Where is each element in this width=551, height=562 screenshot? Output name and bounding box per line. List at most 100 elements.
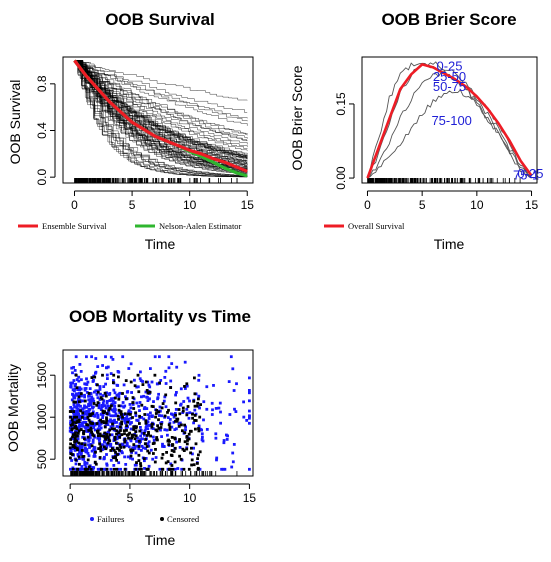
censored-point (174, 419, 177, 423)
censored-point (161, 453, 165, 456)
censored-point (116, 447, 120, 451)
censored-point (69, 438, 73, 441)
failure-point (93, 413, 96, 417)
censored-point (187, 437, 191, 441)
failure-point (147, 444, 151, 448)
mortality-x-tick-label: 15 (243, 491, 257, 505)
censored-point (99, 434, 103, 438)
censored-point (107, 438, 111, 442)
censored-point (82, 432, 86, 436)
failure-point (170, 425, 174, 429)
failure-point (185, 407, 189, 411)
mortality-ticks: 0 5 10 15 500 1000 1500 (35, 362, 256, 505)
survival-individual-curve (74, 60, 248, 122)
failure-point (88, 445, 92, 448)
failure-point (103, 440, 106, 444)
failure-point (98, 467, 101, 471)
failure-point (99, 426, 103, 430)
censored-point (138, 429, 142, 433)
censored-point (100, 420, 104, 424)
survival-individual-curve (74, 60, 248, 155)
mortality-x-label: Time (145, 532, 176, 548)
failure-point (91, 467, 95, 471)
censored-point (194, 419, 198, 422)
failure-point (86, 410, 90, 413)
failure-point (88, 401, 92, 405)
censored-point (168, 425, 172, 429)
censored-point (118, 435, 122, 439)
failure-point (118, 422, 122, 426)
failure-point (78, 444, 82, 448)
censored-point (74, 431, 77, 435)
survival-individual-curve (74, 60, 248, 172)
failure-point (87, 404, 90, 408)
censored-point (72, 400, 76, 404)
survival-individual-curve (74, 60, 248, 158)
censored-point (113, 435, 117, 439)
censored-point (81, 455, 85, 459)
censored-point (93, 460, 97, 464)
failure-point (191, 452, 194, 456)
overall-survival-line (366, 63, 533, 179)
failure-point (77, 392, 81, 395)
censored-point (130, 436, 133, 440)
censored-point (168, 440, 171, 443)
censored-point (75, 386, 79, 390)
failure-point (90, 355, 93, 359)
censored-point (132, 443, 136, 446)
survival-individual-curve (74, 60, 248, 157)
censored-point (127, 436, 130, 440)
failure-point (108, 393, 111, 396)
failure-point (83, 393, 86, 397)
censored-point (185, 382, 189, 386)
censored-point (133, 384, 137, 388)
failure-point (146, 413, 150, 417)
failure-point (201, 435, 204, 439)
censored-point (182, 467, 186, 471)
failure-point (215, 456, 219, 460)
failure-point (147, 440, 151, 444)
failure-point (124, 421, 127, 425)
failure-point (73, 449, 77, 452)
censored-point (113, 438, 117, 441)
censored-point (185, 413, 189, 417)
failure-point (91, 441, 95, 444)
censored-point (154, 448, 157, 451)
censored-point (181, 447, 185, 451)
censored-point (86, 467, 90, 471)
failure-point (128, 437, 132, 441)
censored-point (189, 451, 192, 455)
censored-point (145, 445, 149, 448)
failure-point (124, 395, 127, 399)
censored-point (83, 399, 87, 403)
failure-point (98, 398, 102, 401)
censored-point (94, 462, 98, 466)
failure-point (144, 426, 148, 429)
censored-point (153, 460, 157, 464)
censored-point (71, 443, 75, 447)
survival-title: OOB Survival (105, 10, 215, 29)
survival-individual-curve (74, 60, 248, 176)
failure-point (125, 441, 129, 445)
censored-point (106, 441, 110, 445)
failure-point (214, 432, 218, 436)
failure-point (76, 412, 80, 416)
failure-point (205, 407, 209, 411)
failure-point (111, 424, 115, 428)
failure-point (120, 442, 124, 446)
failure-point (128, 422, 132, 426)
failure-point (248, 414, 251, 418)
censored-point (146, 391, 150, 395)
censored-point (136, 373, 140, 377)
failure-point (85, 391, 89, 394)
censored-point (97, 447, 100, 450)
censored-point (134, 467, 138, 471)
failure-point (180, 467, 184, 471)
failure-point (118, 415, 122, 419)
censored-point (86, 435, 90, 439)
failure-point (233, 407, 236, 411)
failure-point (87, 454, 91, 458)
failure-point (198, 406, 201, 410)
failure-point (109, 418, 112, 422)
censored-point (156, 424, 159, 428)
